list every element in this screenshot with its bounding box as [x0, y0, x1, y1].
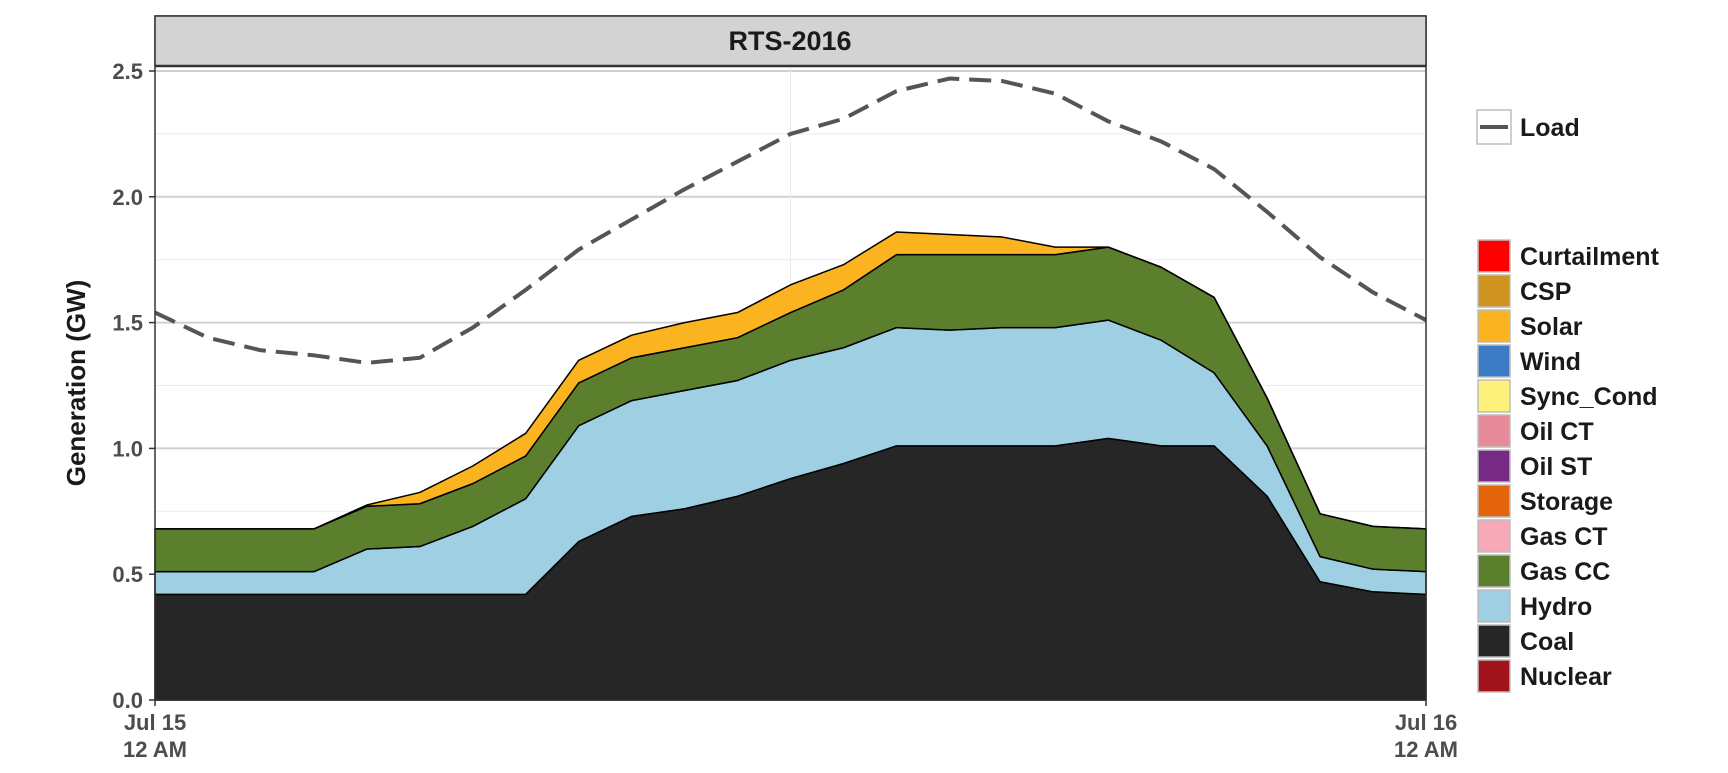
legend-label-nuclear: Nuclear	[1520, 663, 1612, 691]
legend-swatch-hydro	[1477, 589, 1511, 623]
legend-label-curtailment: Curtailment	[1520, 243, 1660, 271]
legend-swatch-gas-ct	[1477, 519, 1511, 553]
x-tick-label: 12 AM	[123, 737, 187, 762]
legend-swatch-oil-ct	[1477, 414, 1511, 448]
y-tick-label: 0.5	[112, 562, 143, 587]
x-tick-label: Jul 16	[1395, 710, 1457, 735]
legend-swatch-oil-st	[1477, 449, 1511, 483]
y-tick-label: 2.0	[112, 185, 143, 210]
y-axis: 0.0 0.5 1.0 1.5 2.0 2.5	[112, 59, 155, 713]
panel-title: RTS-2016	[728, 26, 851, 56]
legend-label-oil-ct: Oil CT	[1520, 418, 1594, 446]
y-axis-label: Generation (GW)	[61, 280, 91, 487]
y-tick-label: 1.5	[112, 311, 143, 336]
load-line-layer	[154, 76, 1427, 365]
legend-label-sync-cond: Sync_Cond	[1520, 383, 1658, 411]
legend-swatch-sync-cond	[1477, 379, 1511, 413]
legend-label-solar: Solar	[1520, 313, 1583, 341]
y-tick-label: 1.0	[112, 436, 143, 461]
legend-generation-types: Curtailment CSP Solar Wind Sync_Cond Oil CT Oi…	[1477, 239, 1660, 693]
x-tick-label: 12 AM	[1394, 737, 1458, 762]
legend-label-load: Load	[1520, 114, 1580, 142]
y-tick-label: 0.0	[112, 688, 143, 713]
y-tick-label: 2.5	[112, 59, 143, 84]
legend-swatch-storage	[1477, 484, 1511, 518]
legend-label-gas-ct: Gas CT	[1520, 523, 1608, 551]
legend-swatch-nuclear	[1477, 659, 1511, 693]
stacked-areas	[154, 231, 1427, 701]
legend-swatch-curtailment	[1477, 239, 1511, 273]
legend-swatch-wind	[1477, 344, 1511, 378]
legend-load: Load	[1476, 109, 1580, 145]
legend-label-oil-st: Oil ST	[1520, 453, 1592, 481]
legend-label-coal: Coal	[1520, 628, 1574, 656]
load-line	[154, 76, 1427, 365]
legend-label-gas-cc: Gas CC	[1520, 558, 1610, 586]
legend-label-hydro: Hydro	[1520, 593, 1592, 621]
legend-label-storage: Storage	[1520, 488, 1613, 516]
x-tick-label: Jul 15	[124, 710, 186, 735]
legend-swatch-csp	[1477, 274, 1511, 308]
legend-label-wind: Wind	[1520, 348, 1581, 376]
legend-swatch-coal	[1477, 624, 1511, 658]
legend-swatch-solar	[1477, 309, 1511, 343]
legend-swatch-gas-cc	[1477, 554, 1511, 588]
panel-strip	[154, 15, 1427, 67]
legend-label-csp: CSP	[1520, 278, 1571, 306]
